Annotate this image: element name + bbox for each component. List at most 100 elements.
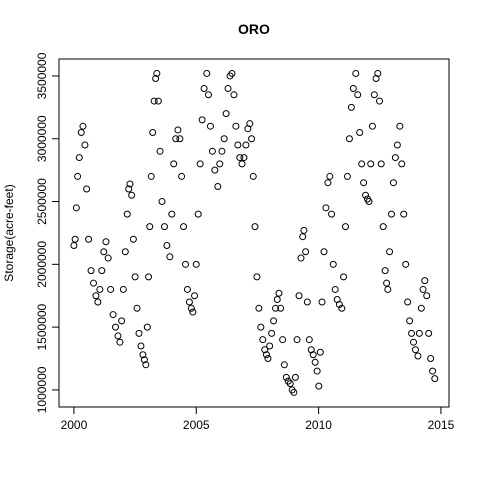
point xyxy=(362,191,370,199)
point xyxy=(228,69,236,77)
point xyxy=(389,179,397,187)
point xyxy=(295,292,303,300)
point xyxy=(156,147,164,155)
point xyxy=(87,267,95,275)
point xyxy=(218,147,226,155)
point xyxy=(166,253,174,261)
point xyxy=(408,329,416,337)
point xyxy=(291,373,299,381)
point xyxy=(137,342,145,350)
point xyxy=(102,238,110,246)
point xyxy=(125,185,133,193)
point xyxy=(220,135,228,143)
point xyxy=(119,285,127,293)
point xyxy=(400,210,408,218)
point xyxy=(406,317,414,325)
point xyxy=(381,267,389,275)
point xyxy=(154,97,162,105)
point xyxy=(77,128,85,136)
point xyxy=(158,198,166,206)
point xyxy=(112,323,120,331)
point xyxy=(393,141,401,149)
point xyxy=(191,292,199,300)
point xyxy=(185,298,193,306)
point xyxy=(246,120,254,128)
point xyxy=(370,91,378,99)
point xyxy=(211,166,219,174)
point xyxy=(343,172,351,180)
point xyxy=(168,210,176,218)
point xyxy=(356,128,364,136)
point xyxy=(172,135,180,143)
point xyxy=(268,329,276,337)
point xyxy=(368,122,376,130)
point xyxy=(187,304,195,312)
point xyxy=(128,191,136,199)
point xyxy=(329,260,337,268)
point xyxy=(79,122,87,130)
point xyxy=(89,279,97,287)
point xyxy=(264,355,272,363)
point xyxy=(249,172,257,180)
point xyxy=(419,285,427,293)
point xyxy=(203,69,211,77)
point xyxy=(404,298,412,306)
point xyxy=(98,267,106,275)
point xyxy=(391,154,399,162)
point xyxy=(376,97,384,105)
point xyxy=(208,147,216,155)
point xyxy=(123,210,131,218)
point xyxy=(189,308,197,316)
point xyxy=(342,223,350,231)
point xyxy=(297,254,305,262)
point xyxy=(224,85,232,93)
point xyxy=(315,382,323,390)
chart-title: ORO xyxy=(238,21,270,37)
point xyxy=(75,154,83,162)
point xyxy=(81,141,89,149)
point xyxy=(255,304,263,312)
point xyxy=(230,91,238,99)
point xyxy=(328,210,336,218)
point xyxy=(282,373,290,381)
point xyxy=(388,210,396,218)
x-tick-label: 2005 xyxy=(183,418,210,432)
point xyxy=(280,361,288,369)
point xyxy=(303,298,311,306)
point xyxy=(118,317,126,325)
point xyxy=(358,160,366,168)
point xyxy=(340,273,348,281)
point xyxy=(149,128,157,136)
point xyxy=(286,380,294,388)
point xyxy=(153,69,161,77)
point xyxy=(322,204,330,212)
point xyxy=(345,135,353,143)
point xyxy=(70,241,78,249)
point xyxy=(431,375,439,383)
point xyxy=(232,122,240,130)
point xyxy=(417,304,425,312)
point xyxy=(354,91,362,99)
point xyxy=(72,204,80,212)
point xyxy=(374,69,382,77)
point xyxy=(338,304,346,312)
point xyxy=(300,226,308,234)
point xyxy=(204,91,212,99)
point xyxy=(94,298,102,306)
point xyxy=(178,172,186,180)
point xyxy=(139,351,147,359)
point xyxy=(257,323,265,331)
y-tick-label: 1500000 xyxy=(35,303,49,350)
point xyxy=(421,277,429,285)
point xyxy=(398,160,406,168)
x-tick-label: 2010 xyxy=(305,418,332,432)
point xyxy=(352,69,360,77)
y-tick-label: 2000000 xyxy=(35,241,49,288)
x-tick-label: 2000 xyxy=(61,418,88,432)
point xyxy=(216,160,224,168)
point xyxy=(143,323,151,331)
point xyxy=(200,85,208,93)
point xyxy=(262,351,270,359)
point xyxy=(181,260,189,268)
